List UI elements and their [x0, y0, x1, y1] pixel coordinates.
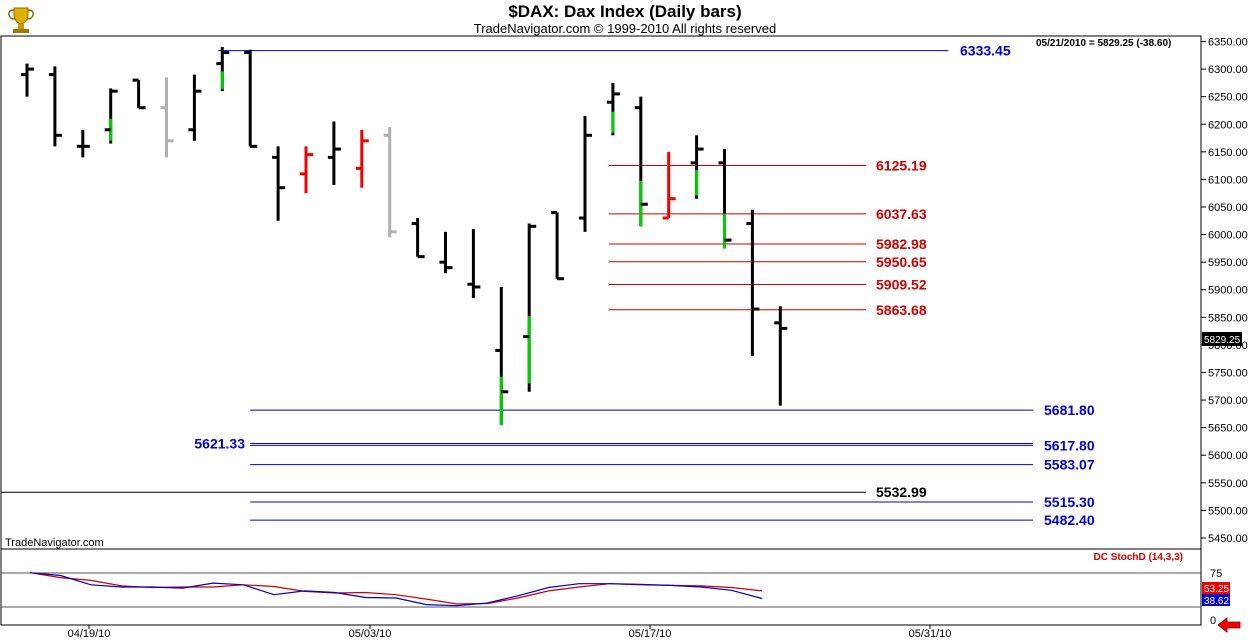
y-tick-label: 6300.00	[1208, 64, 1248, 76]
ohlc-bar	[551, 211, 565, 281]
y-tick-label: 5450.00	[1208, 533, 1248, 545]
chart-title: $DAX: Dax Index (Daily bars)	[508, 2, 741, 21]
level-label: 5482.40	[1044, 512, 1095, 528]
ohlc-bar	[21, 63, 34, 97]
last-price-label: 5829.25	[1204, 335, 1241, 346]
ohlc-bar	[523, 223, 537, 392]
y-tick-label: 5500.00	[1208, 505, 1248, 517]
chart-subtitle: TradeNavigator.com © 1999-2010 All right…	[474, 21, 776, 36]
y-tick-label: 5700.00	[1208, 395, 1248, 407]
ohlc-bar	[634, 96, 648, 227]
ohlc-bar	[272, 146, 286, 221]
x-tick-label: 05/31/10	[909, 628, 952, 640]
ohlc-bar	[579, 115, 592, 232]
ohlc-bar	[383, 127, 397, 238]
indicator-level-75-label: 75	[1210, 568, 1222, 580]
indicator-blue-tag	[1202, 594, 1230, 606]
last-price-tag	[1202, 332, 1242, 346]
ohlc-bar	[662, 151, 676, 220]
level-label: 5621.33	[194, 435, 245, 451]
y-tick-label: 5550.00	[1208, 478, 1248, 490]
left-arrow-icon[interactable]	[1216, 616, 1242, 634]
indicator-blue-value: 38.62	[1204, 596, 1229, 607]
x-tick-label: 05/03/10	[349, 628, 392, 640]
level-label: 5909.52	[876, 276, 927, 292]
ohlc-bar	[132, 78, 146, 110]
y-tick-label: 5650.00	[1208, 423, 1248, 435]
ohlc-bar	[467, 229, 481, 299]
indicator-red-tag	[1202, 582, 1230, 594]
ohlc-bar	[48, 66, 62, 147]
level-label: 5515.30	[1044, 494, 1095, 510]
ohlc-bar	[160, 77, 174, 158]
ohlc-bar	[774, 306, 788, 406]
level-label: 5583.07	[1044, 457, 1095, 473]
ohlc-bar	[104, 88, 118, 144]
y-axis: 5450.00 5500.00 5550.00 5600.00 5650.00 5700.…	[1201, 37, 1248, 545]
price-bars	[21, 47, 788, 425]
level-label: 6125.19	[876, 158, 927, 174]
indicator-label: DC StochD (14,3,3)	[1094, 552, 1183, 563]
level-label: 5950.65	[876, 254, 927, 270]
ohlc-bar	[718, 149, 732, 249]
level-label: 5681.80	[1044, 402, 1095, 418]
indicator-zero-label: 0	[1210, 615, 1216, 627]
stoch-k-line	[29, 572, 763, 607]
ohlc-bar	[495, 286, 509, 425]
ohlc-bar	[216, 47, 230, 92]
ohlc-bar	[300, 146, 313, 194]
ohlc-bar	[439, 231, 453, 274]
ohlc-bar	[606, 82, 620, 136]
price-panel	[0, 35, 1202, 550]
y-tick-label: 6150.00	[1208, 147, 1248, 159]
x-tick-label: 05/17/10	[629, 628, 672, 640]
price-readout: 05/21/2010 = 5829.25 (-38.60)	[1036, 38, 1171, 49]
level-lines: 6333.45 6125.19 6037.63 5982.98 5950.65 5909.…	[1, 43, 1095, 528]
stoch-d-line	[29, 572, 763, 605]
level-label: 5532.99	[876, 484, 927, 500]
ohlc-bar	[76, 129, 90, 158]
y-tick-label: 6100.00	[1208, 174, 1248, 186]
y-tick-label: 5850.00	[1208, 312, 1248, 324]
x-tick-label: 04/19/10	[68, 628, 111, 640]
y-tick-label: 6250.00	[1208, 92, 1248, 104]
ohlc-bar	[355, 129, 369, 188]
y-tick-label: 6000.00	[1208, 230, 1248, 242]
y-tick-label: 5950.00	[1208, 257, 1248, 269]
y-tick-label: 6050.00	[1208, 202, 1248, 214]
level-label: 5982.98	[876, 236, 927, 252]
watermark: TradeNavigator.com	[5, 537, 104, 549]
ohlc-bar	[411, 218, 425, 259]
y-tick-label: 6200.00	[1208, 119, 1248, 131]
y-tick-label: 5600.00	[1208, 450, 1248, 462]
level-label: 5863.68	[876, 302, 927, 318]
level-label: 6037.63	[876, 206, 927, 222]
ohlc-bar	[327, 121, 341, 185]
level-label: 5617.80	[1044, 437, 1095, 453]
indicator-red-value: 53.25	[1204, 584, 1229, 595]
y-tick-label: 6350.00	[1208, 37, 1248, 49]
ohlc-bar	[188, 74, 202, 141]
y-tick-label: 5900.00	[1208, 285, 1248, 297]
ohlc-bar	[244, 49, 258, 148]
level-label: 6333.45	[960, 43, 1011, 59]
y-tick-label: 5750.00	[1208, 367, 1248, 379]
ohlc-bar	[690, 135, 704, 199]
trophy-icon	[8, 7, 34, 33]
ohlc-bar	[746, 209, 760, 356]
x-axis: 04/19/10 05/03/10 05/17/10 05/31/10	[68, 625, 952, 640]
